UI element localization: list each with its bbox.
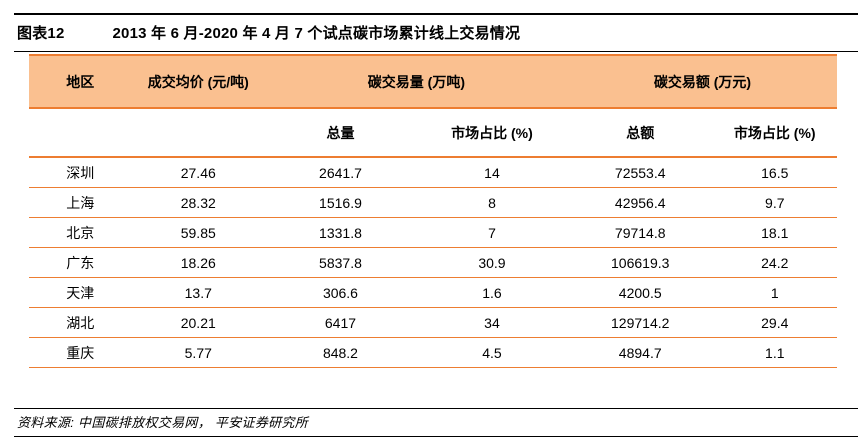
- avg-price-cell: 28.32: [131, 187, 265, 218]
- table-row-beijing: 北京 59.85 1331.8 7 79714.8 18.1: [29, 217, 837, 248]
- avg-price-cell: 27.46: [131, 157, 265, 188]
- table-subheader-row: 总量 市场占比 (%) 总额 市场占比 (%): [29, 108, 837, 158]
- volume-cell: 6417: [264, 307, 417, 338]
- volume-share-cell: 30.9: [416, 247, 568, 278]
- region-cell: 北京: [29, 217, 132, 248]
- source-note-bar: 资料来源: 中国碳排放权交易网， 平安证券研究所: [14, 408, 858, 437]
- region-cell: 重庆: [29, 337, 132, 368]
- amount-share-cell: 29.4: [712, 307, 837, 338]
- subheader-blank-region: [29, 108, 132, 158]
- table-row-chongqing: 重庆 5.77 848.2 4.5 4894.7 1.1: [29, 337, 837, 368]
- figure-label: 图表12: [17, 25, 65, 42]
- volume-cell: 848.2: [264, 337, 417, 368]
- col-header-amount-group: 碳交易额 (万元): [567, 54, 837, 109]
- subheader-amount-share: 市场占比 (%): [712, 108, 837, 158]
- amount-cell: 4894.7: [567, 337, 713, 368]
- table-row-tianjin: 天津 13.7 306.6 1.6 4200.5 1: [29, 277, 837, 308]
- amount-share-cell: 16.5: [712, 157, 837, 188]
- volume-share-cell: 8: [416, 187, 568, 218]
- source-note: 资料来源: 中国碳排放权交易网， 平安证券研究所: [17, 415, 309, 430]
- volume-cell: 1516.9: [264, 187, 417, 218]
- figure-title-bar: 图表12 2013 年 6 月-2020 年 4 月 7 个试点碳市场累计线上交易…: [14, 13, 858, 52]
- amount-share-cell: 1.1: [712, 337, 837, 368]
- avg-price-cell: 13.7: [131, 277, 265, 308]
- carbon-market-table-wrap: 地区 成交均价 (元/吨) 碳交易量 (万吨) 碳交易额 (万元) 总量 市场占…: [29, 54, 837, 368]
- volume-share-cell: 7: [416, 217, 568, 248]
- table-row-shenzhen: 深圳 27.46 2641.7 14 72553.4 16.5: [29, 157, 837, 188]
- col-header-region: 地区: [29, 54, 132, 109]
- volume-share-cell: 14: [416, 157, 568, 188]
- volume-share-cell: 34: [416, 307, 568, 338]
- table-header-row: 地区 成交均价 (元/吨) 碳交易量 (万吨) 碳交易额 (万元): [29, 54, 837, 109]
- region-cell: 天津: [29, 277, 132, 308]
- amount-cell: 4200.5: [567, 277, 713, 308]
- avg-price-cell: 18.26: [131, 247, 265, 278]
- volume-cell: 1331.8: [264, 217, 417, 248]
- table-row-shanghai: 上海 28.32 1516.9 8 42956.4 9.7: [29, 187, 837, 218]
- region-cell: 上海: [29, 187, 132, 218]
- amount-cell: 72553.4: [567, 157, 713, 188]
- col-header-avg-price: 成交均价 (元/吨): [131, 54, 265, 109]
- volume-cell: 306.6: [264, 277, 417, 308]
- volume-share-cell: 1.6: [416, 277, 568, 308]
- amount-cell: 42956.4: [567, 187, 713, 218]
- subheader-volume-total: 总量: [264, 108, 417, 158]
- volume-cell: 5837.8: [264, 247, 417, 278]
- col-header-volume-group: 碳交易量 (万吨): [264, 54, 568, 109]
- amount-cell: 106619.3: [567, 247, 713, 278]
- region-cell: 广东: [29, 247, 132, 278]
- table-row-guangdong: 广东 18.26 5837.8 30.9 106619.3 24.2: [29, 247, 837, 278]
- region-cell: 深圳: [29, 157, 132, 188]
- subheader-amount-total: 总额: [567, 108, 713, 158]
- volume-cell: 2641.7: [264, 157, 417, 188]
- avg-price-cell: 59.85: [131, 217, 265, 248]
- avg-price-cell: 5.77: [131, 337, 265, 368]
- table-row-hubei: 湖北 20.21 6417 34 129714.2 29.4: [29, 307, 837, 338]
- amount-share-cell: 9.7: [712, 187, 837, 218]
- amount-cell: 79714.8: [567, 217, 713, 248]
- amount-share-cell: 1: [712, 277, 837, 308]
- figure-title: 2013 年 6 月-2020 年 4 月 7 个试点碳市场累计线上交易情况: [112, 25, 521, 42]
- amount-share-cell: 24.2: [712, 247, 837, 278]
- amount-share-cell: 18.1: [712, 217, 837, 248]
- region-cell: 湖北: [29, 307, 132, 338]
- subheader-volume-share: 市场占比 (%): [416, 108, 568, 158]
- amount-cell: 129714.2: [567, 307, 713, 338]
- carbon-market-table: 地区 成交均价 (元/吨) 碳交易量 (万吨) 碳交易额 (万元) 总量 市场占…: [29, 54, 837, 368]
- volume-share-cell: 4.5: [416, 337, 568, 368]
- subheader-blank-price: [131, 108, 265, 158]
- avg-price-cell: 20.21: [131, 307, 265, 338]
